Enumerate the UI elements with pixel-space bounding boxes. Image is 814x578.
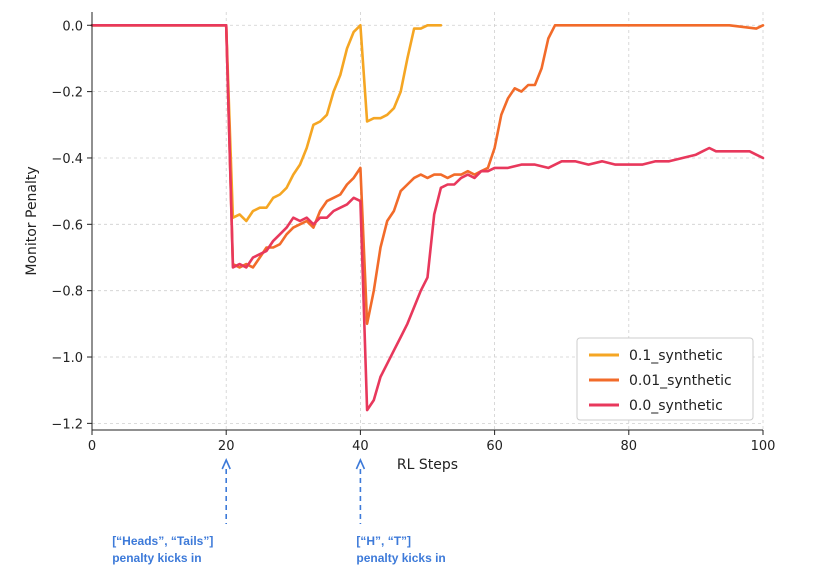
series-line-0-1-synthetic [90,24,443,223]
axes: 0 20 40 60 80 100 0.0 −0.2 −0.4 −0.6 −0.8 −1.0 −1.2 [51,12,775,454]
y-tick-label: −0.8 [51,285,83,300]
annotations: [“Heads”, “Tails”] penalty kicks in [“H”, … [112,458,446,565]
legend: 0.1_synthetic 0.01_synthetic 0.0_synthetic [576,337,754,421]
legend-box [576,337,754,421]
y-tick-label: −1.0 [51,351,83,366]
series-lines [90,24,765,412]
annotation-line2: penalty kicks in [356,551,445,565]
x-axis-label: RL Steps [397,457,458,473]
x-tick-label: 80 [621,439,638,454]
series-line-0-0-synthetic [90,24,765,412]
y-tick-label: −0.6 [51,218,83,233]
y-tick-label: −0.4 [51,152,83,167]
annotation-line1: [“H”, “T”] [356,534,411,548]
y-axis-label: Monitor Penalty [24,166,40,275]
legend-label-0-01-synthetic: 0.01_synthetic [629,373,732,389]
legend-label-0-0-synthetic: 0.0_synthetic [629,398,723,414]
y-tick-label: 0.0 [62,19,83,34]
legend-label-0-1-synthetic: 0.1_synthetic [629,348,723,364]
x-tick-label: 100 [751,439,776,454]
x-tick-label: 60 [486,439,503,454]
annotation-line1: [“Heads”, “Tails”] [112,534,213,548]
x-tick-label: 40 [352,439,369,454]
y-tick-label: −1.2 [51,417,83,432]
x-tick-label: 0 [88,439,96,454]
x-tick-label: 20 [218,439,235,454]
y-tick-label: −0.2 [51,86,83,101]
annotation-arrow-head [221,458,231,470]
annotation-arrow-head [355,458,366,470]
annotation-line2: penalty kicks in [112,551,201,565]
